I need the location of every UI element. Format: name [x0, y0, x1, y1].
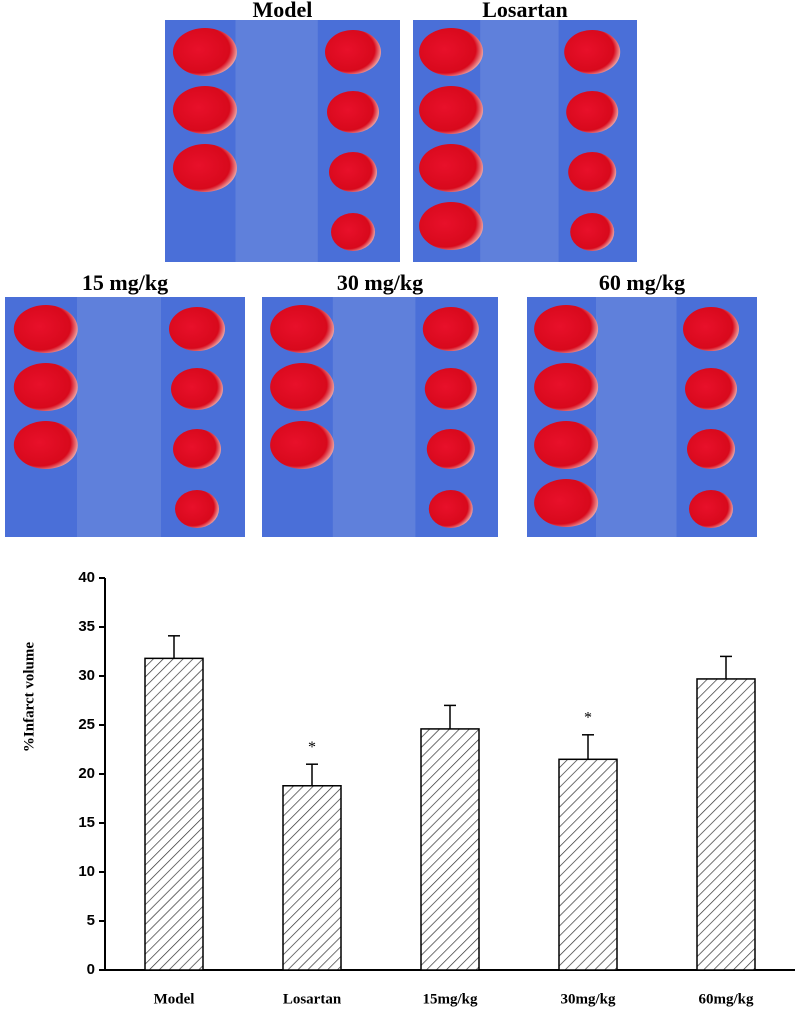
- brain-slice: [419, 86, 484, 134]
- y-tick-label: 25: [78, 716, 95, 733]
- brain-slice: [534, 305, 599, 353]
- x-tick-label: Model: [154, 991, 195, 1007]
- brain-slice: [171, 368, 223, 410]
- bar: [696, 678, 756, 971]
- y-tick-label: 30: [78, 667, 95, 684]
- brain-slice: [685, 368, 737, 410]
- brain-slice: [173, 429, 221, 469]
- brain-slice: [566, 91, 619, 133]
- significance-mark: *: [584, 709, 592, 726]
- brain-slice: [175, 490, 219, 528]
- x-tick-label: 30mg/kg: [560, 991, 616, 1007]
- brain-slice: [270, 305, 335, 353]
- brain-slice: [424, 368, 477, 410]
- y-tick-label: 0: [87, 961, 95, 978]
- photo-shade: [77, 297, 161, 537]
- bar: [144, 657, 204, 971]
- brain-slice: [331, 213, 375, 251]
- significance-mark: *: [308, 739, 316, 756]
- panel-label: 30 mg/kg: [337, 270, 423, 295]
- brain-slice: [172, 144, 237, 192]
- x-tick-label: 15mg/kg: [422, 991, 478, 1007]
- brain-slice: [683, 307, 739, 351]
- bar: [282, 785, 342, 971]
- brain-slice: [419, 28, 484, 76]
- y-tick-label: 5: [87, 912, 95, 929]
- bar: [558, 758, 618, 971]
- brain-slice: [329, 152, 377, 192]
- brain-slice: [270, 363, 335, 411]
- brain-slice: [327, 91, 379, 133]
- y-tick-label: 40: [78, 569, 95, 586]
- brain-slice: [689, 490, 733, 528]
- brain-slice: [428, 490, 473, 528]
- y-tick-label: 20: [78, 765, 95, 782]
- panel-label: Losartan: [482, 0, 568, 22]
- brain-slice: [534, 421, 599, 469]
- brain-slice: [13, 363, 78, 411]
- photo-shade: [235, 20, 318, 262]
- brain-slice: [13, 305, 78, 353]
- y-tick-label: 15: [78, 814, 95, 831]
- photo-shade: [596, 297, 677, 537]
- brain-slice: [534, 479, 599, 527]
- bar: [420, 728, 480, 971]
- brain-slice: [172, 86, 237, 134]
- brain-slice: [422, 307, 479, 351]
- brain-slice: [570, 213, 615, 251]
- brain-slice: [325, 30, 381, 74]
- panel-label: 60 mg/kg: [599, 270, 685, 295]
- y-tick-label: 35: [78, 618, 95, 635]
- brain-slice: [419, 202, 484, 250]
- x-tick-label: 60mg/kg: [698, 991, 754, 1007]
- brain-slice: [270, 421, 335, 469]
- brain-slice: [568, 152, 617, 192]
- brain-slice: [13, 421, 78, 469]
- x-tick-label: Losartan: [283, 991, 342, 1007]
- brain-slice: [169, 307, 225, 351]
- photo-shade: [480, 20, 559, 262]
- panel-label: 15 mg/kg: [82, 270, 168, 295]
- brain-slice: [564, 30, 621, 74]
- brain-slice: [172, 28, 237, 76]
- panel-label: Model: [253, 0, 313, 22]
- photo-shade: [332, 297, 416, 537]
- brain-slice: [687, 429, 735, 469]
- brain-slice: [419, 144, 484, 192]
- brain-slice: [534, 363, 599, 411]
- brain-slice: [426, 429, 475, 469]
- y-axis-label: %Infarct volume: [21, 642, 37, 752]
- y-tick-label: 10: [78, 863, 95, 880]
